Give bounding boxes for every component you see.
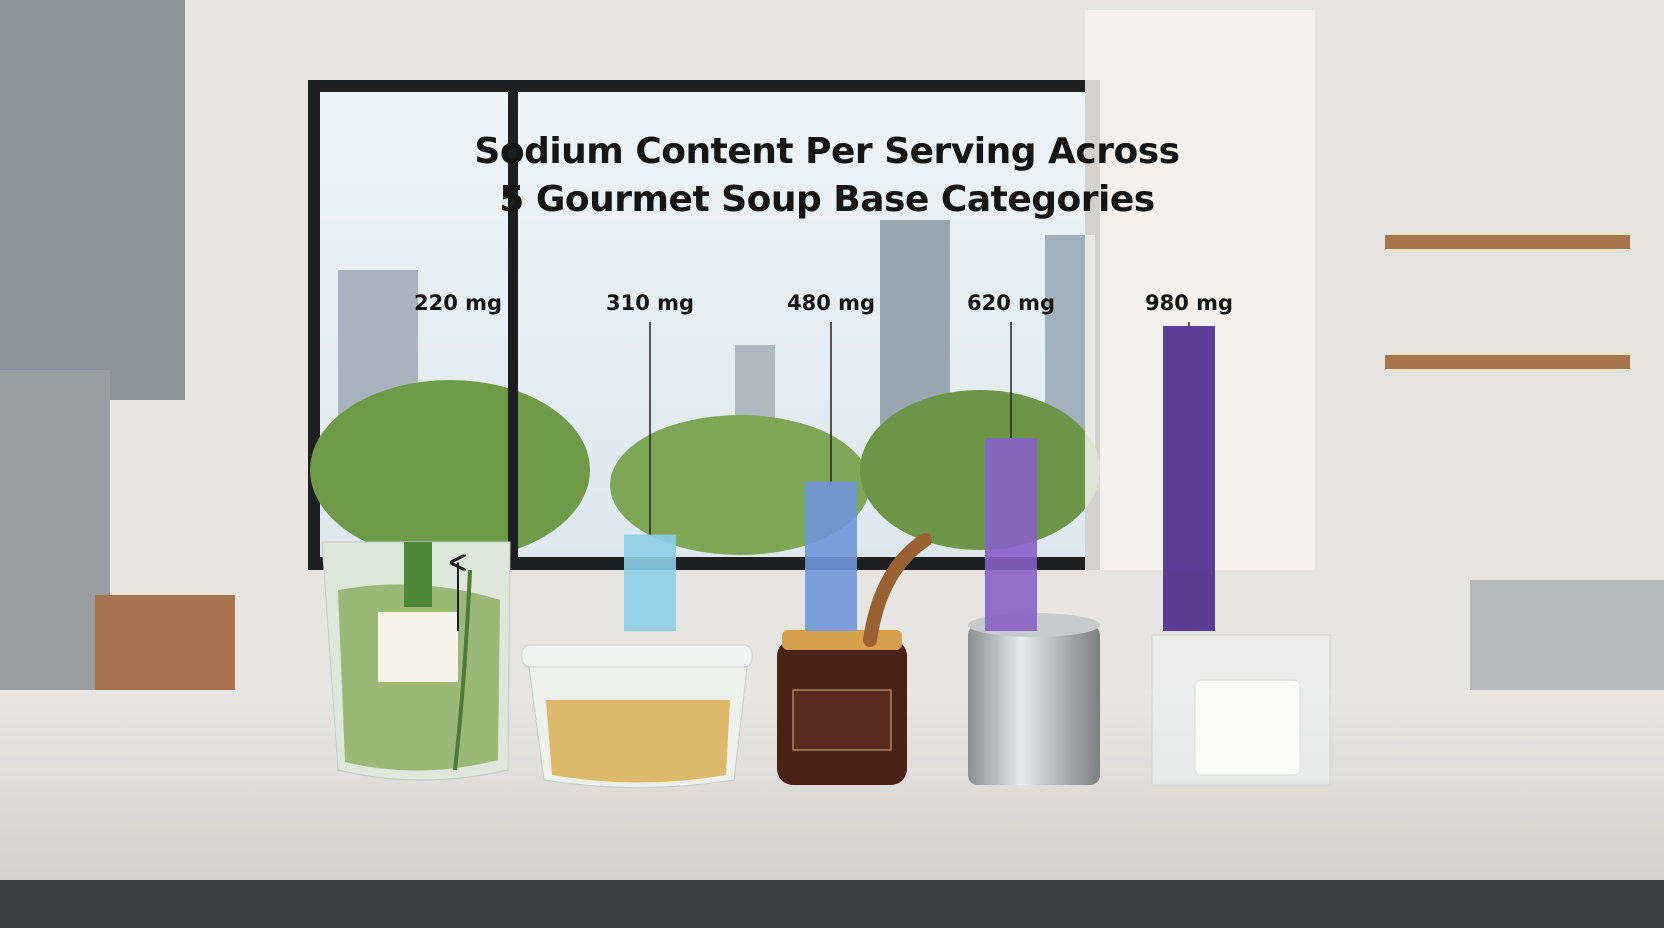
value-label: 980 mg [1145, 291, 1233, 315]
value-label: 620 mg [967, 291, 1055, 315]
plot: 220 mg 310 mg 480 mg 620 mg 980 mg [414, 291, 1233, 631]
value-label: 480 mg [787, 291, 875, 315]
products [321, 533, 1331, 788]
bar [985, 438, 1037, 631]
bar [624, 534, 676, 631]
bar [1163, 326, 1215, 631]
chart-title: Sodium Content Per Serving Across 5 Gour… [474, 131, 1180, 220]
value-label: 220 mg [414, 291, 502, 315]
value-label: 310 mg [606, 291, 694, 315]
bar [805, 481, 857, 631]
